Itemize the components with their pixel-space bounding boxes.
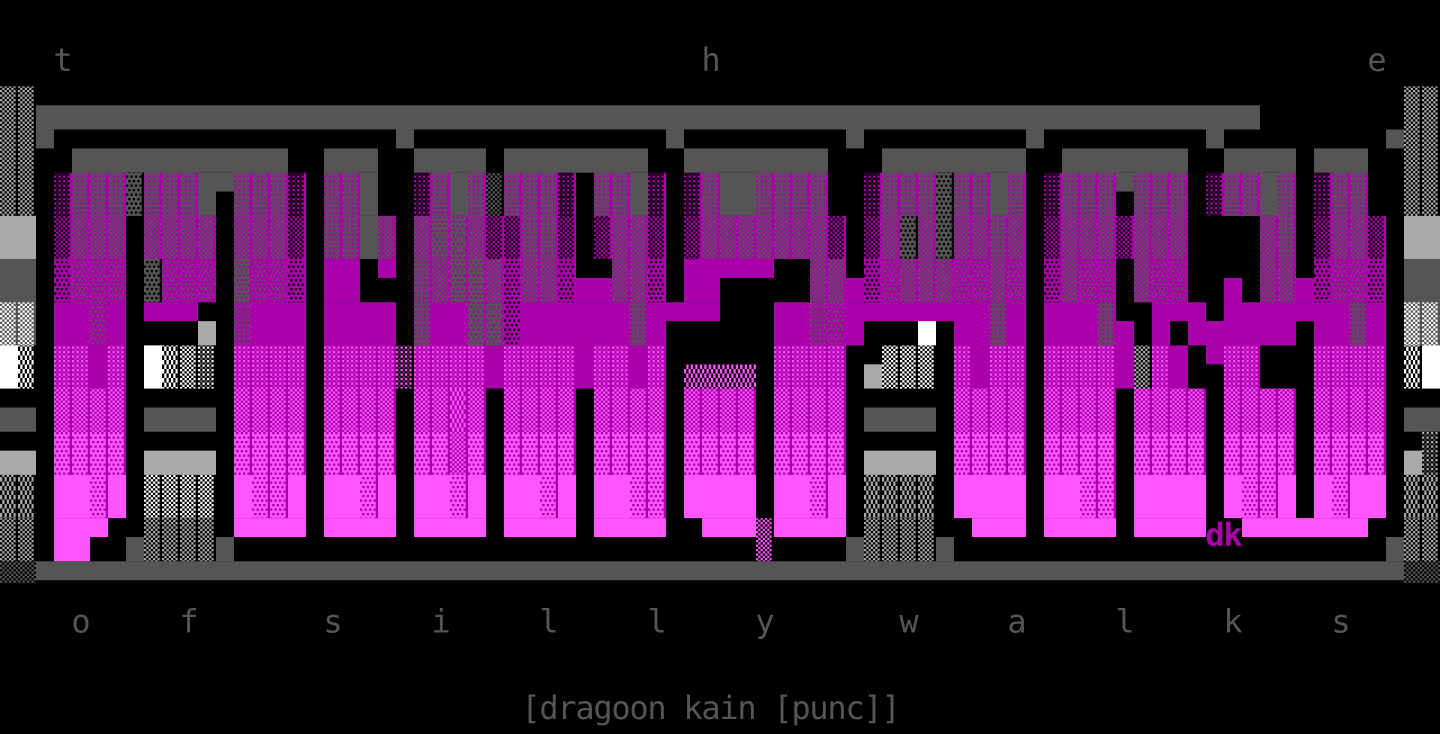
svg-text:l: l xyxy=(1115,602,1134,640)
svg-text:e: e xyxy=(1367,41,1386,79)
svg-text:p: p xyxy=(791,689,810,727)
svg-text:n: n xyxy=(647,689,666,727)
svg-text:s: s xyxy=(1331,602,1350,640)
svg-text:k: k xyxy=(1223,602,1242,640)
svg-text:i: i xyxy=(719,689,738,727)
svg-text:k: k xyxy=(683,689,702,727)
art-row-11 xyxy=(0,474,1440,519)
svg-text:y: y xyxy=(755,602,774,640)
artist-signature: dk xyxy=(1205,516,1242,554)
svg-text:w: w xyxy=(899,602,919,640)
svg-text:a: a xyxy=(575,689,594,727)
art-row-10 xyxy=(0,431,1440,475)
svg-text:l: l xyxy=(647,602,666,640)
svg-text:o: o xyxy=(71,602,90,640)
svg-text:l: l xyxy=(539,602,558,640)
art-row-12 xyxy=(0,518,1440,562)
art-row-6 xyxy=(0,259,1440,303)
svg-text:c: c xyxy=(845,689,864,727)
svg-text:o: o xyxy=(611,689,630,727)
art-row-7 xyxy=(0,302,1440,346)
art-cells xyxy=(0,86,1440,584)
art-row-3 xyxy=(0,129,1440,173)
svg-text:[: [ xyxy=(773,689,792,727)
art-row-4 xyxy=(0,172,1440,216)
svg-text:o: o xyxy=(629,689,648,727)
art-row-8 xyxy=(0,345,1440,389)
svg-text:a: a xyxy=(1007,602,1026,640)
art-row-5 xyxy=(0,215,1440,260)
svg-text:u: u xyxy=(809,689,828,727)
svg-text:i: i xyxy=(431,602,450,640)
art-row-13 xyxy=(0,561,1440,584)
svg-text:g: g xyxy=(593,689,612,727)
svg-text:]: ] xyxy=(881,689,900,727)
svg-text:[: [ xyxy=(521,689,540,727)
svg-text:t: t xyxy=(53,41,72,79)
svg-text:r: r xyxy=(557,689,576,727)
svg-text:n: n xyxy=(827,689,846,727)
svg-text:f: f xyxy=(179,602,198,640)
svg-text:d: d xyxy=(1205,516,1224,554)
svg-text:]: ] xyxy=(863,689,882,727)
svg-text:d: d xyxy=(539,689,558,727)
svg-text:a: a xyxy=(701,689,720,727)
svg-text:n: n xyxy=(737,689,756,727)
art-row-2 xyxy=(0,86,1440,130)
svg-text:h: h xyxy=(701,41,720,79)
art-row-9 xyxy=(0,388,1440,432)
svg-text:s: s xyxy=(323,602,342,640)
svg-text:k: k xyxy=(1223,516,1242,554)
